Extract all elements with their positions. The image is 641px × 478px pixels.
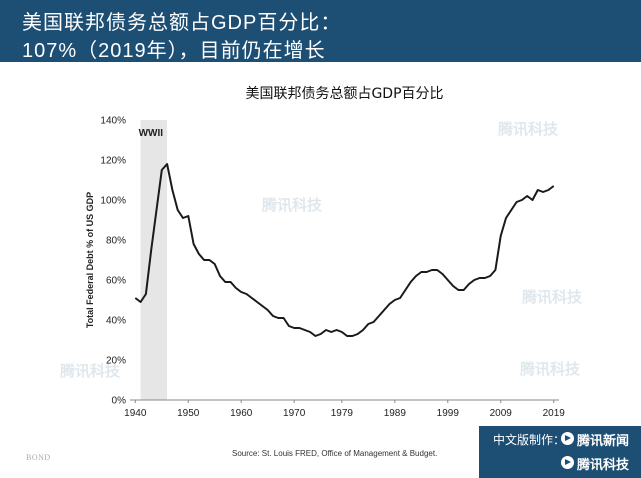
wwii-label: WWII xyxy=(139,128,164,139)
x-tick-label: 1950 xyxy=(177,408,200,419)
x-tick-label: 1960 xyxy=(230,408,253,419)
series-line-0 xyxy=(134,163,555,337)
x-tick-label: 1999 xyxy=(437,408,460,419)
y-tick-label: 0% xyxy=(112,396,127,407)
wwii-band xyxy=(140,120,168,400)
chart-title: 美国联邦债务总额占GDP百分比 xyxy=(245,86,443,102)
y-tick-label: 120% xyxy=(100,156,126,167)
x-tick-label: 1970 xyxy=(283,408,306,419)
banner-title-line-1: 美国联邦债务总额占GDP百分比： xyxy=(22,12,342,34)
x-tick-label: 1989 xyxy=(384,408,407,419)
y-tick-label: 20% xyxy=(106,356,126,367)
watermark-0: 腾讯科技 xyxy=(497,120,559,138)
y-axis-label: Total Federal Debt % of US GDP xyxy=(85,192,95,328)
credit-label: 中文版制作： xyxy=(493,433,566,447)
y-tick-label: 100% xyxy=(100,196,126,207)
x-tick-label: 1979 xyxy=(331,408,354,419)
watermark-2: 腾讯科技 xyxy=(521,288,583,306)
bond-mark: BOND xyxy=(26,453,51,462)
tencent-news-logo-icon xyxy=(561,432,574,445)
y-tick-label: 140% xyxy=(100,116,126,127)
credit-badge: 中文版制作： 腾讯新闻 腾讯科技 xyxy=(479,426,641,478)
x-tick-label: 2019 xyxy=(543,408,566,419)
x-tick-label: 2009 xyxy=(490,408,513,419)
brand-tencent-news: 腾讯新闻 xyxy=(577,433,630,448)
watermark-1: 腾讯科技 xyxy=(261,196,323,214)
x-tick-label: 1940 xyxy=(124,408,147,419)
brand-tencent-tech: 腾讯科技 xyxy=(577,457,630,472)
watermark-4: 腾讯科技 xyxy=(519,360,581,378)
watermark-3: 腾讯科技 xyxy=(59,362,121,380)
banner-title-line-2: 107%（2019年），目前仍在增长 xyxy=(22,40,326,62)
title-banner: 美国联邦债务总额占GDP百分比： 107%（2019年），目前仍在增长 xyxy=(0,0,641,62)
tencent-tech-logo-icon xyxy=(561,456,574,469)
y-tick-label: 40% xyxy=(106,316,126,327)
y-tick-label: 80% xyxy=(106,236,126,247)
y-tick-label: 60% xyxy=(106,276,126,287)
source-note: Source: St. Louis FRED, Office of Manage… xyxy=(232,449,438,458)
